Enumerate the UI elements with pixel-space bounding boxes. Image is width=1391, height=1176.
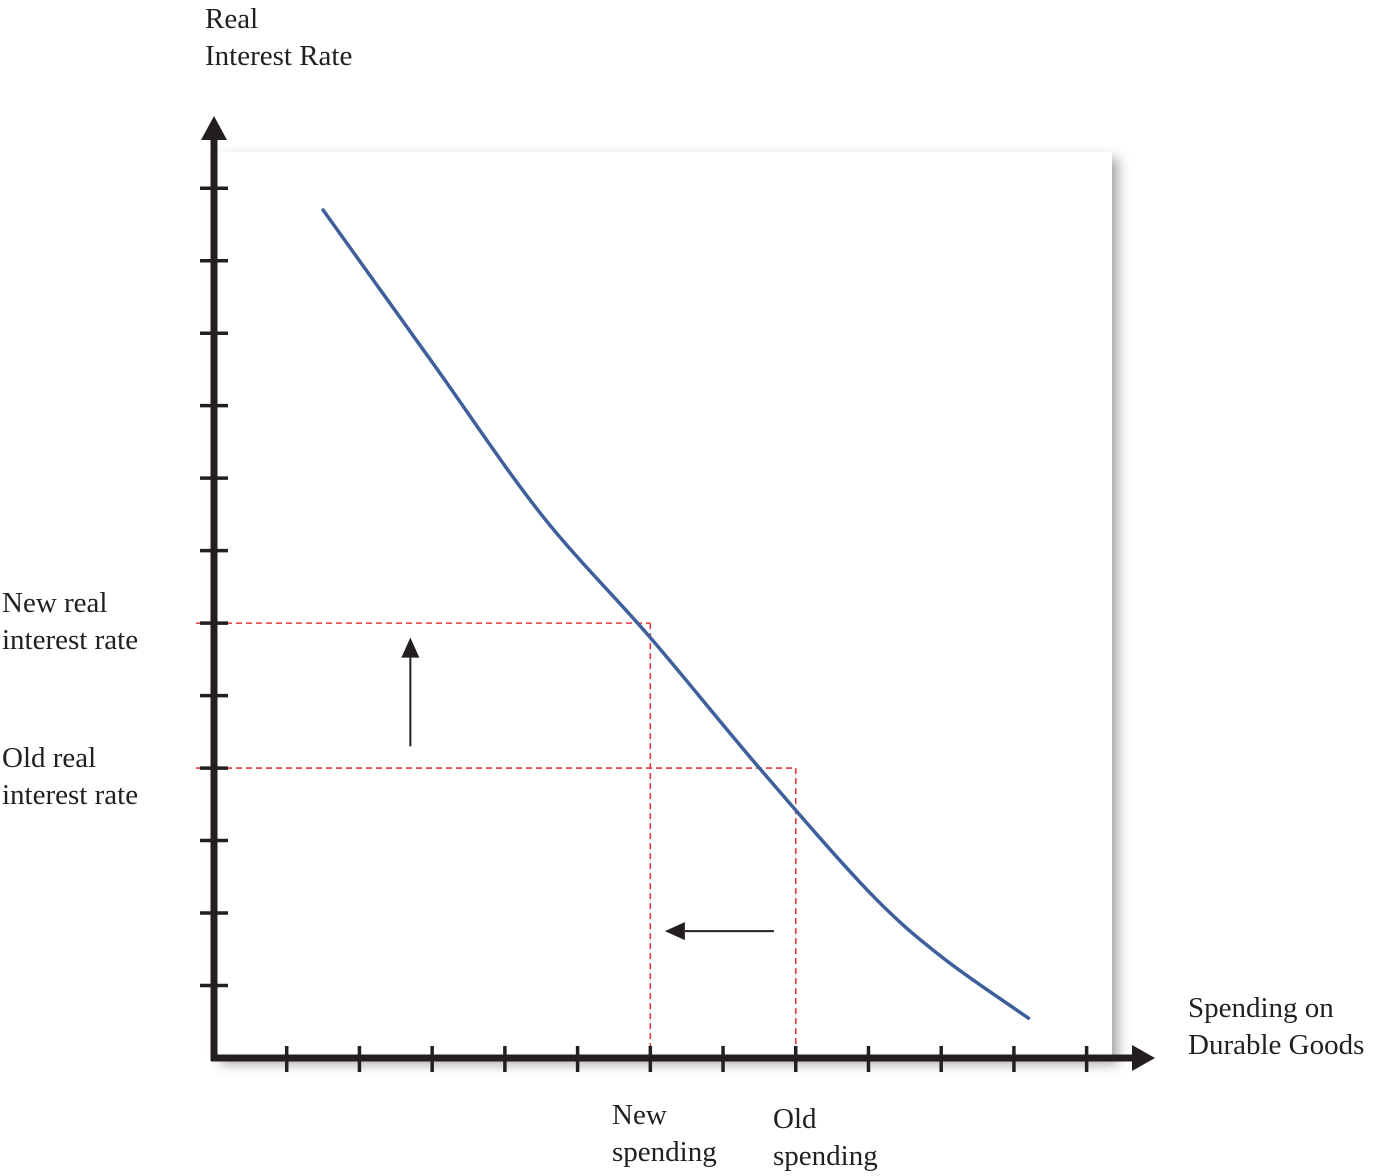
shift-arrows — [401, 637, 774, 941]
old-rate-label-line-1: Old real — [2, 742, 96, 774]
plot-area — [214, 152, 1112, 1058]
new-spending-label-line-2: spending — [612, 1136, 717, 1168]
arrow-left-head — [664, 922, 685, 941]
old-rate-label-line-2: interest rate — [2, 779, 138, 811]
x-axis-label-line-2: Durable Goods — [1188, 1029, 1364, 1061]
y-axis-label-line-1: Real — [205, 3, 258, 35]
x-axis-label: Spending on Durable Goods — [1188, 992, 1364, 1061]
arrow-up-head — [401, 637, 420, 658]
ticks — [200, 186, 1089, 1072]
x-axis-arrowhead — [1132, 1045, 1155, 1071]
new-rate-label-line-2: interest rate — [2, 624, 138, 656]
new-spending-label-line-1: New — [612, 1099, 667, 1131]
old-spending-label-line-2: spending — [773, 1140, 878, 1172]
reference-lines — [196, 622, 797, 1058]
old-spending-label-line-1: Old — [773, 1103, 817, 1135]
new-real-interest-rate-label: New real interest rate — [2, 587, 138, 656]
y-axis-label-line-2: Interest Rate — [205, 40, 352, 72]
new-rate-label-line-1: New real — [2, 587, 107, 619]
x-axis-label-line-1: Spending on — [1188, 992, 1334, 1024]
old-real-interest-rate-label: Old real interest rate — [2, 742, 138, 811]
curve-layer — [321, 208, 1031, 1020]
old-spending-label: Old spending — [773, 1103, 878, 1172]
demand-curve — [321, 208, 1031, 1020]
axes — [201, 116, 1155, 1071]
y-axis-arrowhead — [201, 116, 227, 140]
new-spending-label: New spending — [612, 1099, 717, 1168]
y-axis-label: Real Interest Rate — [205, 3, 352, 72]
